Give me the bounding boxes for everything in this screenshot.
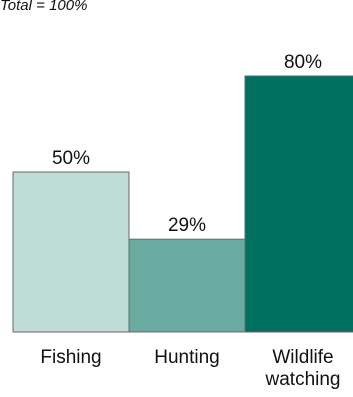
value-label: 50% <box>52 148 90 169</box>
category-label: Fishing <box>40 347 102 368</box>
chart-note: Total = 100% <box>0 0 88 14</box>
category-label: Hunting <box>154 347 220 368</box>
category-label: Wildlife watching <box>265 347 341 390</box>
value-label: 29% <box>168 215 206 236</box>
bar-fishing <box>12 171 130 333</box>
bar-wildlife-watching <box>244 75 353 333</box>
bar-hunting <box>128 238 246 333</box>
value-label: 80% <box>284 52 322 73</box>
